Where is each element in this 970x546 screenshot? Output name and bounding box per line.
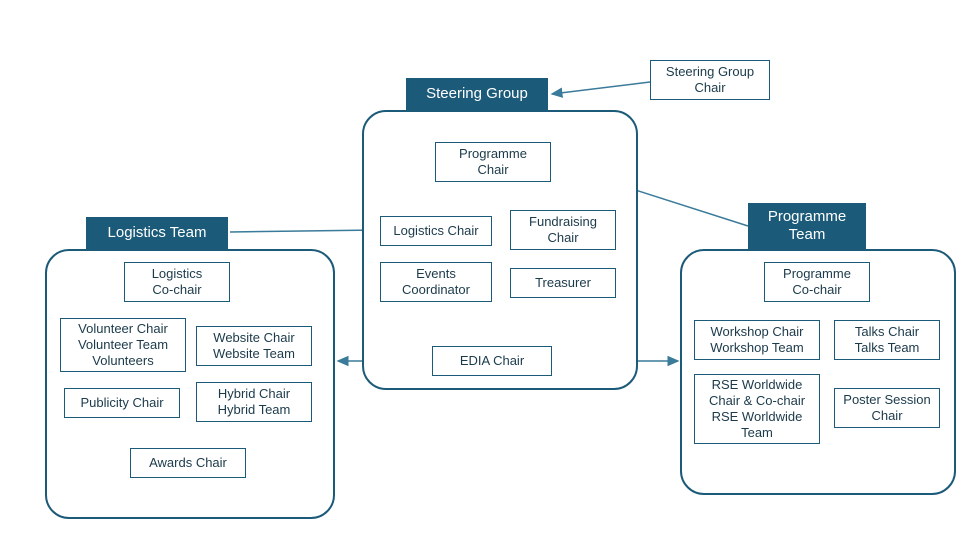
- eventsCoordinator-node: EventsCoordinator: [380, 262, 492, 302]
- steering-chair-to-steering-group-arrow: [552, 82, 650, 94]
- website-node: Website ChairWebsite Team: [196, 326, 312, 366]
- publicityChair-node: Publicity Chair: [64, 388, 180, 418]
- logisticsCoChair-node: LogisticsCo-chair: [124, 262, 230, 302]
- logistics-team-to-logistics-chair-arrow: [230, 230, 378, 232]
- steering-group-title: Steering Group: [406, 78, 548, 110]
- volunteer-node: Volunteer ChairVolunteer TeamVolunteers: [60, 318, 186, 372]
- hybrid-node: Hybrid ChairHybrid Team: [196, 382, 312, 422]
- logistics-group-title: Logistics Team: [86, 217, 228, 249]
- fundraisingChair-node: FundraisingChair: [510, 210, 616, 250]
- awardsChair-node: Awards Chair: [130, 448, 246, 478]
- treasurer-node: Treasurer: [510, 268, 616, 298]
- programmeCoChair-node: ProgrammeCo-chair: [764, 262, 870, 302]
- programme-group-title: ProgrammeTeam: [748, 203, 866, 249]
- logisticsChair-node: Logistics Chair: [380, 216, 492, 246]
- posterSession-node: Poster SessionChair: [834, 388, 940, 428]
- workshop-node: Workshop ChairWorkshop Team: [694, 320, 820, 360]
- steeringGroupChair-node: Steering GroupChair: [650, 60, 770, 100]
- ediaChair-node: EDIA Chair: [432, 346, 552, 376]
- programmeChair-node: ProgrammeChair: [435, 142, 551, 182]
- talks-node: Talks ChairTalks Team: [834, 320, 940, 360]
- rseWorldwide-node: RSE WorldwideChair & Co-chairRSE Worldwi…: [694, 374, 820, 444]
